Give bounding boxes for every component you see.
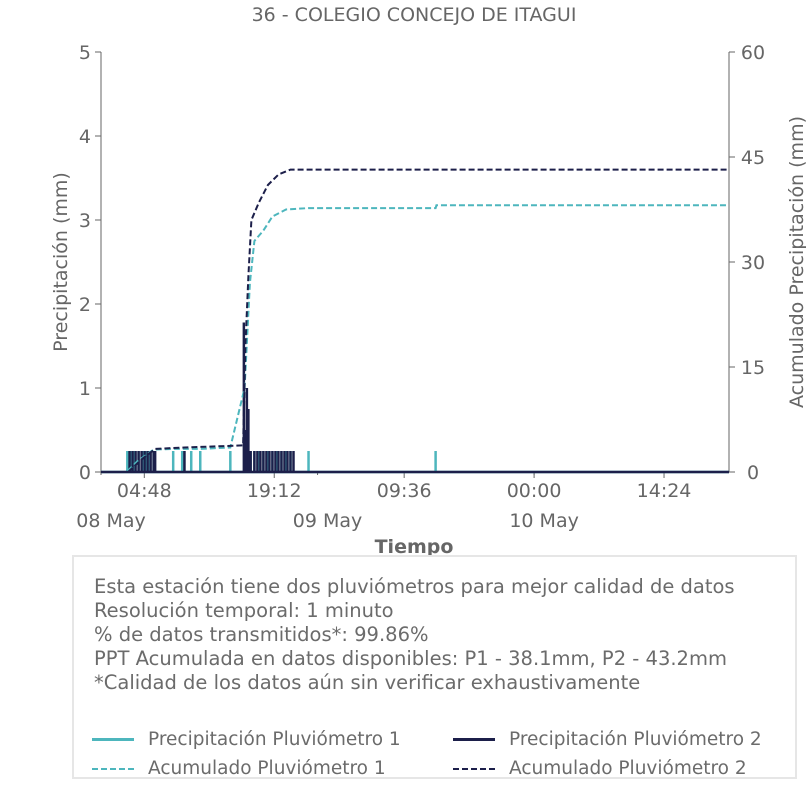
y-tick-label: 2 [79,294,91,316]
x-date-label: 10 May [509,510,579,532]
y2-tick-label: 45 [741,147,765,169]
info-line-quality-note: *Calidad de los datos aún sin verificar … [94,671,641,694]
x-tick-label: 00:00 [507,480,562,502]
legend-item-precip-p1: Precipitación Pluviómetro 1 [92,729,401,750]
y-tick-label: 0 [79,462,91,484]
series-accum-1 [101,204,729,473]
y-tick-label: 5 [79,42,91,64]
x-tick-label: 19:12 [247,480,302,502]
info-line-dual-gauges: Esta estación tiene dos pluviómetros par… [94,575,735,598]
series-layer [101,168,729,474]
series-precip-2 [101,322,729,474]
series-precip-1 [101,451,729,474]
legend-label-precip-p1: Precipitación Pluviómetro 1 [148,729,401,750]
legend-item-accum-p1: Acumulado Pluviómetro 1 [92,758,386,779]
legend-swatch-accum-p2 [453,767,495,770]
y-tick-label: 4 [79,126,91,148]
info-box: Esta estación tiene dos pluviómetros par… [72,555,797,779]
y2-tick-label: 60 [741,42,765,64]
chart-title: 36 - COLEGIO CONCEJO DE ITAGUI [252,4,577,26]
info-line-accumulated: PPT Acumulada en datos disponibles: P1 -… [94,647,727,670]
legend-swatch-precip-p1 [92,738,134,741]
x-tick-label: 14:24 [637,480,692,502]
legend-label-accum-p1: Acumulado Pluviómetro 1 [148,758,386,779]
legend-item-accum-p2: Acumulado Pluviómetro 2 [453,758,747,779]
precipitation-chart: 36 - COLEGIO CONCEJO DE ITAGUI 012345015… [50,4,806,555]
info-line-transmitted: % de datos transmitidos*: 99.86% [94,623,429,646]
x-tick-label: 04:48 [117,480,172,502]
legend: Precipitación Pluviómetro 1 Precipitació… [92,729,792,789]
legend-label-accum-p2: Acumulado Pluviómetro 2 [509,758,747,779]
y-tick-label: 3 [79,210,91,232]
y2-tick-label: 0 [747,462,759,484]
info-lines: Esta estación tiene dos pluviómetros par… [94,575,735,695]
legend-item-precip-p2: Precipitación Pluviómetro 2 [453,729,762,750]
x-date-label: 09 May [293,510,363,532]
legend-swatch-accum-p1 [92,767,134,770]
x-tick-label: 09:36 [377,480,432,502]
x-date-label: 08 May [76,510,146,532]
y2-axis-label: Acumulado Precipitación (mm) [786,116,806,408]
legend-swatch-precip-p2 [453,738,495,741]
y-axis-label: Precipitación (mm) [50,172,72,352]
y-tick-label: 1 [79,378,91,400]
info-line-resolution: Resolución temporal: 1 minuto [94,599,394,622]
y2-tick-label: 15 [741,357,765,379]
series-accum-2 [101,168,729,473]
x-axis-label: Tiempo [375,536,454,555]
y2-tick-label: 30 [741,252,765,274]
legend-label-precip-p2: Precipitación Pluviómetro 2 [509,729,762,750]
